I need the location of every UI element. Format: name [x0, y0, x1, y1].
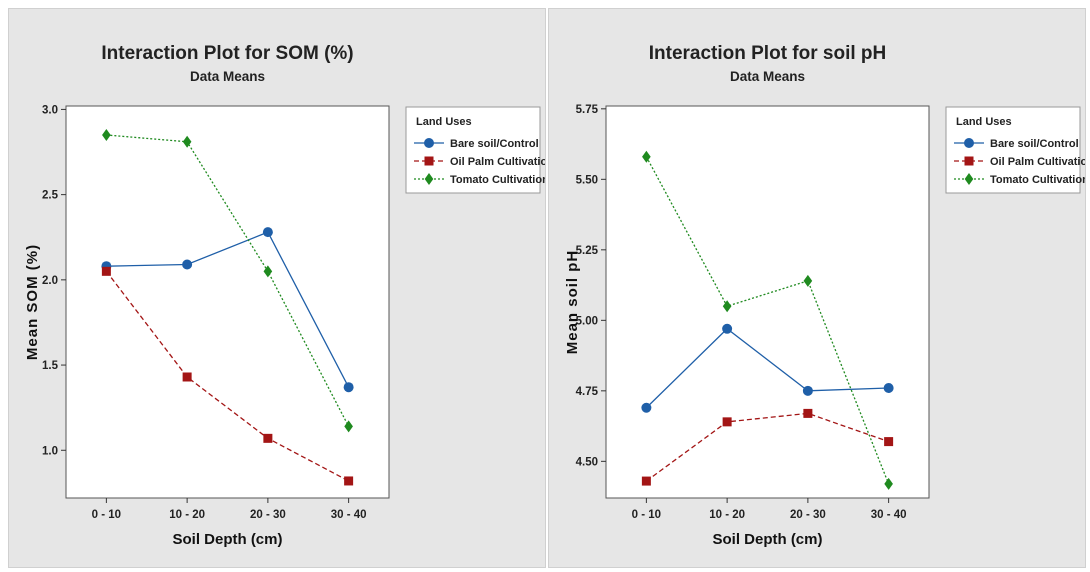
- data-point-bare-soil-control: [883, 383, 894, 394]
- legend-item-oil-palm-cultivation: Oil Palm Cultivation: [414, 156, 554, 168]
- y-axis-label: Mean SOM (%): [24, 244, 41, 360]
- y-axis-label: Mean soil pH: [564, 250, 581, 355]
- legend-marker: [964, 156, 974, 166]
- x-axis-label: Soil Depth (cm): [712, 531, 822, 548]
- y-tick-label: 4.50: [576, 456, 598, 468]
- x-tick-label: 30 - 40: [871, 509, 907, 521]
- chart-title: Interaction Plot for SOM (%): [101, 43, 353, 64]
- series-line-tomato-cultivation: [106, 134, 350, 427]
- chart-som: Interaction Plot for SOM (%) Data Means 1.…: [24, 43, 554, 548]
- y-tick-label: 5.25: [576, 245, 599, 257]
- legend-item-tomato-cultivation: Tomato Cultivation: [414, 173, 549, 186]
- legend-label: Bare soil/Control: [990, 138, 1079, 150]
- y-tick-label: 5.50: [576, 174, 598, 186]
- x-tick-label: 10 - 20: [709, 509, 745, 521]
- chart-title: Interaction Plot for soil pH: [649, 43, 887, 64]
- plot-area: [605, 105, 930, 499]
- series-line-tomato-cultivation: [645, 156, 890, 485]
- legend-item-bare-soil-control: Bare soil/Control: [414, 138, 539, 150]
- data-point-oil-palm-cultivation: [641, 476, 651, 486]
- x-tick-label: 20 - 30: [250, 509, 286, 521]
- data-point-tomato-cultivation: [182, 135, 192, 148]
- data-point-oil-palm-cultivation: [722, 417, 732, 427]
- series-tomato-cultivation: [102, 128, 353, 433]
- data-point-bare-soil-control: [641, 402, 652, 413]
- y-tick-label: 2.0: [42, 275, 58, 287]
- legend-label: Bare soil/Control: [450, 138, 539, 150]
- x-axis-label: Soil Depth (cm): [172, 531, 282, 548]
- chart-panel-ph: Interaction Plot for soil pH Data Means 4.…: [548, 8, 1090, 568]
- data-point-oil-palm-cultivation: [884, 437, 894, 447]
- chart-subtitle: Data Means: [730, 69, 805, 84]
- chart-subtitle: Data Means: [190, 69, 265, 84]
- chart-panel-som: Interaction Plot for SOM (%) Data Means 1.…: [8, 8, 554, 568]
- y-tick-label: 3.0: [42, 104, 58, 116]
- series-oil-palm-cultivation: [101, 266, 354, 486]
- data-point-bare-soil-control: [182, 259, 193, 270]
- legend-title: Land Uses: [416, 116, 472, 128]
- x-tick-label: 0 - 10: [92, 509, 121, 521]
- data-point-bare-soil-control: [343, 382, 354, 393]
- data-point-oil-palm-cultivation: [182, 372, 192, 382]
- legend-item-bare-soil-control: Bare soil/Control: [954, 138, 1079, 150]
- legend-marker: [424, 173, 434, 185]
- series-line-bare-soil-control: [645, 327, 889, 409]
- chart-ph: Interaction Plot for soil pH Data Means 4.…: [564, 43, 1090, 548]
- data-point-oil-palm-cultivation: [101, 266, 111, 276]
- series-line-oil-palm-cultivation: [645, 412, 889, 482]
- legend-label: Oil Palm Cultivation: [450, 156, 545, 168]
- legend-title: Land Uses: [956, 116, 1012, 128]
- series-line-oil-palm-cultivation: [105, 270, 349, 482]
- x-tick-label: 10 - 20: [169, 509, 205, 521]
- data-point-bare-soil-control: [262, 227, 273, 238]
- y-tick-label: 1.0: [42, 445, 58, 457]
- x-tick-label: 20 - 30: [790, 509, 826, 521]
- plot-area: [65, 105, 390, 499]
- series-oil-palm-cultivation: [641, 408, 894, 486]
- data-point-oil-palm-cultivation: [803, 408, 813, 418]
- y-tick-label: 1.5: [42, 360, 59, 372]
- legend-label: Tomato Cultivation: [990, 174, 1085, 186]
- series-line-bare-soil-control: [106, 231, 350, 388]
- data-point-tomato-cultivation: [344, 420, 353, 433]
- series-bare-soil-control: [641, 323, 894, 413]
- y-tick-label: 5.00: [576, 315, 598, 327]
- data-point-bare-soil-control: [802, 385, 813, 396]
- data-point-oil-palm-cultivation: [344, 476, 354, 486]
- data-point-oil-palm-cultivation: [263, 433, 273, 443]
- data-point-tomato-cultivation: [642, 150, 651, 163]
- data-point-bare-soil-control: [722, 323, 733, 334]
- data-point-tomato-cultivation: [263, 265, 273, 278]
- legend-label: Oil Palm Cultivation: [990, 156, 1085, 168]
- x-tick-label: 30 - 40: [331, 509, 367, 521]
- legend-marker: [424, 156, 434, 166]
- data-point-tomato-cultivation: [102, 128, 111, 141]
- y-tick-label: 4.75: [576, 386, 599, 398]
- legend-marker: [424, 138, 434, 148]
- legend-marker: [964, 138, 974, 148]
- legend-label: Tomato Cultivation: [450, 174, 545, 186]
- y-tick-label: 2.5: [42, 190, 59, 202]
- y-tick-label: 5.75: [576, 104, 599, 116]
- legend-item-oil-palm-cultivation: Oil Palm Cultivation: [954, 156, 1090, 168]
- x-tick-label: 0 - 10: [632, 509, 661, 521]
